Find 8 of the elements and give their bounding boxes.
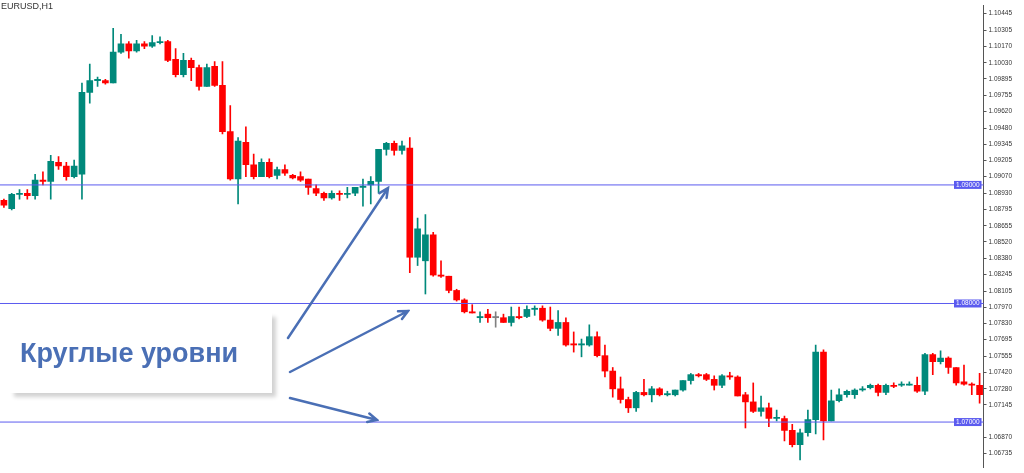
candlestick bbox=[359, 178, 367, 207]
candlestick bbox=[476, 311, 484, 323]
candlestick bbox=[726, 371, 734, 380]
candlestick bbox=[554, 310, 562, 336]
candlestick bbox=[640, 379, 648, 397]
chart-title: EURUSD,H1 bbox=[1, 1, 54, 11]
candlestick bbox=[515, 306, 523, 320]
annotation: Круглые уровни bbox=[10, 313, 272, 393]
